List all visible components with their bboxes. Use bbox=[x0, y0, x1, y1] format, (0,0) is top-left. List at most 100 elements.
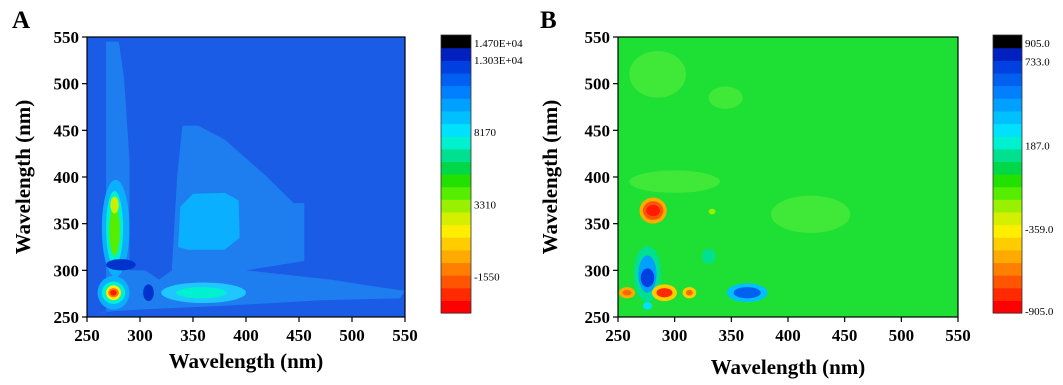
y-tick-label: 400 bbox=[54, 168, 80, 187]
panel-a: 250 300 350 400 450 500 550 250 300 350 400 450 500 5… bbox=[11, 7, 523, 373]
colorbar-swatch bbox=[993, 186, 1022, 200]
x-tick-label: 400 bbox=[775, 326, 801, 345]
plot-area bbox=[87, 37, 405, 317]
colorbar-swatch bbox=[993, 110, 1022, 125]
colorbar-frame bbox=[440, 34, 472, 314]
contour-blob bbox=[109, 206, 120, 256]
contour-region bbox=[95, 41, 405, 313]
y-tick-label: 500 bbox=[585, 75, 611, 94]
colorbar-swatch bbox=[993, 85, 1022, 99]
colorbar-swatch bbox=[441, 300, 471, 314]
y-tick-label: 350 bbox=[585, 215, 611, 234]
colorbar-swatch bbox=[441, 47, 471, 61]
contour-blob bbox=[143, 284, 154, 302]
colorbar-label: 733.0 bbox=[1025, 56, 1050, 68]
x-axis-label: Wavelength (nm) bbox=[711, 355, 866, 379]
colorbar-swatch bbox=[441, 60, 471, 74]
colorbar-swatch bbox=[993, 300, 1022, 314]
colorbar-swatch bbox=[993, 98, 1022, 112]
colorbar-swatch bbox=[441, 35, 471, 49]
contour-blob bbox=[642, 302, 652, 310]
colorbar-swatch bbox=[441, 161, 471, 175]
colorbar-swatch bbox=[441, 237, 471, 251]
colorbar-label: 3310 bbox=[474, 199, 497, 211]
colorbar-label: -905.0 bbox=[1025, 306, 1054, 318]
colorbar-swatch bbox=[993, 72, 1022, 87]
colorbar-swatch bbox=[993, 237, 1022, 251]
y-tick-label: 250 bbox=[54, 308, 80, 327]
colorbar-swatch bbox=[993, 60, 1022, 74]
y-tick-label: 450 bbox=[54, 121, 80, 140]
contour-blob bbox=[708, 208, 716, 215]
colorbar-swatch bbox=[993, 136, 1022, 150]
y-tick-label: 400 bbox=[585, 168, 611, 187]
colorbar-swatch bbox=[441, 123, 471, 137]
colorbar-swatch bbox=[441, 275, 471, 289]
y-tick-label: 300 bbox=[54, 261, 80, 280]
contour-blob bbox=[733, 287, 761, 299]
colorbar-label: 1.303E+04 bbox=[474, 55, 523, 67]
contour-blob bbox=[110, 196, 119, 214]
colorbar-swatch bbox=[993, 148, 1022, 162]
colorbar-label: -1550 bbox=[474, 272, 500, 284]
colorbar-swatch bbox=[993, 275, 1022, 289]
x-tick-label: 450 bbox=[832, 326, 858, 345]
x-axis-label: Wavelength (nm) bbox=[169, 349, 324, 373]
y-axis-label: Wavelength (nm) bbox=[11, 100, 35, 255]
colorbar-swatch bbox=[441, 224, 471, 238]
panel-label: A bbox=[12, 7, 30, 34]
y-tick-label: 250 bbox=[585, 308, 611, 327]
colorbar-swatch bbox=[441, 186, 471, 200]
contour-blob bbox=[771, 195, 851, 233]
y-tick-label: 550 bbox=[54, 28, 80, 47]
x-tick-label: 500 bbox=[339, 326, 365, 345]
colorbar-swatch bbox=[441, 148, 471, 162]
colorbar-swatch bbox=[993, 249, 1022, 264]
x-tick-label: 550 bbox=[945, 326, 971, 345]
y-tick-label: 350 bbox=[54, 215, 80, 234]
x-tick-label: 350 bbox=[719, 326, 745, 345]
colorbar-swatch bbox=[993, 224, 1022, 238]
colorbar-swatch bbox=[993, 161, 1022, 175]
colorbar-swatch bbox=[993, 262, 1022, 276]
colorbar-swatch bbox=[441, 199, 471, 213]
colorbar-swatch bbox=[441, 249, 471, 264]
colorbar-swatch bbox=[441, 136, 471, 150]
panel-label: B bbox=[540, 7, 557, 34]
x-tick-label: 300 bbox=[127, 326, 153, 345]
contour-blob bbox=[622, 289, 632, 296]
colorbar-label: 1.470E+04 bbox=[474, 38, 523, 50]
colorbar-swatch bbox=[993, 35, 1022, 49]
x-tick-label: 300 bbox=[662, 326, 688, 345]
colorbar-swatch bbox=[441, 72, 471, 87]
x-tick-label: 250 bbox=[74, 326, 100, 345]
colorbar-swatch bbox=[441, 287, 471, 301]
contour-blob bbox=[686, 289, 693, 296]
colorbar-swatch bbox=[993, 199, 1022, 213]
colorbar-label: 8170 bbox=[474, 127, 497, 139]
contour-blob bbox=[640, 268, 655, 288]
colorbar-swatch bbox=[441, 110, 471, 125]
colorbar-swatch bbox=[441, 98, 471, 112]
y-tick-label: 450 bbox=[585, 121, 611, 140]
colorbar: -905.0 -359.0 187.0 733.0 905.0 bbox=[992, 34, 1054, 318]
colorbar-swatch bbox=[441, 262, 471, 276]
colorbar-swatch bbox=[441, 211, 471, 226]
x-tick-label: 450 bbox=[286, 326, 312, 345]
x-tick-label: 250 bbox=[605, 326, 631, 345]
contour-blob bbox=[110, 289, 117, 296]
y-tick-label: 500 bbox=[54, 75, 80, 94]
colorbar-label: -359.0 bbox=[1025, 224, 1054, 236]
panel-b: 250 300 350 400 450 500 550 250 300 350 400 450 500 5… bbox=[538, 7, 1054, 379]
colorbar-swatch bbox=[993, 174, 1022, 188]
colorbar: -1550 3310 8170 1.303E+04 1.470E+04 bbox=[440, 34, 523, 314]
colorbar-label: 187.0 bbox=[1025, 140, 1050, 152]
contour-blob bbox=[656, 288, 673, 298]
y-axis-label: Wavelength (nm) bbox=[538, 100, 562, 255]
colorbar-swatch bbox=[441, 174, 471, 188]
contour-region bbox=[178, 192, 240, 250]
y-tick-label: 550 bbox=[585, 28, 611, 47]
contour-blob bbox=[646, 205, 660, 217]
